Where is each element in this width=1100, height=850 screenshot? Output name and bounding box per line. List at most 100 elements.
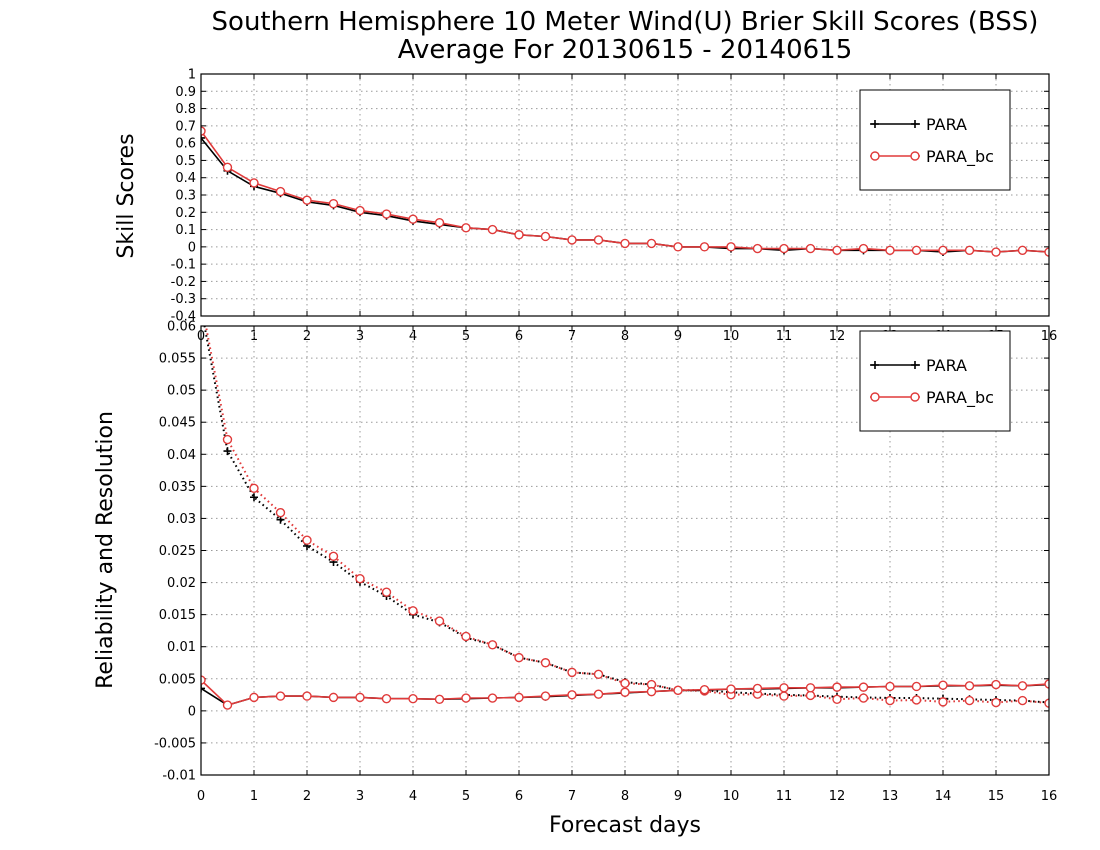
- x-axis-label: Forecast days: [549, 813, 701, 838]
- data-point-PARA_bc: [646, 238, 657, 249]
- y-tick-label: 0.04: [167, 448, 196, 463]
- data-point-PARA_bc: [805, 243, 816, 254]
- data-point-PARA_bc: [434, 616, 445, 626]
- data-point-PARA_bc: [514, 652, 524, 663]
- data-point-PARA_bc: [620, 687, 630, 697]
- data-point-PARA_bc: [991, 697, 1001, 708]
- data-point-PARA_bc: [487, 640, 498, 650]
- data-point-PARA_bc: [355, 692, 365, 703]
- plot-frame: [200, 73, 1050, 317]
- legend-label-PARA: PARA: [926, 115, 967, 134]
- data-point-PARA_bc: [620, 238, 630, 249]
- data-point-PARA_bc: [408, 693, 418, 704]
- data-point-PARA: [201, 133, 205, 142]
- data-point-PARA_bc: [275, 186, 286, 197]
- data-point-PARA_bc: [699, 242, 710, 252]
- y-tick-label: 0.3: [175, 189, 196, 204]
- y-axis-label-bottom: Reliability and Resolution: [93, 411, 118, 689]
- data-point-PARA_bc: [964, 695, 975, 706]
- y-tick-label: 0.035: [159, 480, 196, 495]
- legend-marker-PARA: [871, 120, 919, 128]
- y-tick-label: 0.045: [159, 416, 196, 431]
- x-tick-label: 1: [250, 789, 258, 804]
- legend: PARA PARA_bc: [859, 89, 1011, 191]
- data-point-PARA: [223, 447, 232, 456]
- legend-marker-PARA_bc: [870, 151, 880, 161]
- data-point-PARA_bc: [858, 243, 869, 254]
- data-point-PARA_bc: [673, 685, 683, 696]
- data-point-PARA_bc: [249, 692, 259, 703]
- x-tick-label: 7: [568, 789, 576, 804]
- data-point-PARA_bc: [805, 690, 816, 701]
- data-point-PARA_bc: [1044, 698, 1049, 708]
- data-point-PARA_bc: [911, 695, 922, 705]
- data-point-PARA_bc: [726, 242, 736, 252]
- data-point-PARA_bc: [911, 681, 922, 692]
- x-tick-label: 16: [1041, 789, 1058, 804]
- plot-area: [201, 126, 1049, 257]
- plot-frame: [200, 325, 1050, 776]
- data-point-PARA_bc: [540, 691, 551, 701]
- data-point-PARA_bc: [302, 691, 312, 701]
- data-point-PARA_bc: [779, 243, 789, 254]
- data-point-PARA: [250, 493, 258, 502]
- y-tick-label: 0.1: [175, 223, 196, 238]
- data-point-PARA_bc: [805, 683, 816, 693]
- y-tick-label: 0.01: [167, 640, 196, 655]
- data-point-PARA_bc: [620, 678, 630, 688]
- data-point-PARA_bc: [302, 535, 312, 545]
- data-point-PARA_bc: [699, 684, 710, 695]
- y-axis-label-top: Skill Scores: [114, 133, 139, 258]
- data-point-PARA_bc: [858, 693, 869, 703]
- y-tick-label: 0.4: [175, 171, 196, 186]
- data-point-PARA_bc: [514, 230, 524, 240]
- x-tick-label: 15: [988, 789, 1005, 804]
- data-point-PARA_bc: [593, 235, 604, 245]
- y-tick-label: 0: [188, 704, 196, 719]
- legend-marker-PARA: [871, 361, 919, 369]
- data-point-PARA_bc: [408, 606, 418, 616]
- data-point-PARA_bc: [328, 551, 339, 561]
- data-point-PARA_bc: [408, 214, 418, 224]
- data-point-PARA_bc: [938, 697, 948, 707]
- data-point-PARA_bc: [487, 693, 498, 703]
- panel-skill-scores: 012345678910111213141516-0.4-0.3-0.2-0.1…: [171, 68, 1058, 345]
- data-point-PARA_bc: [567, 235, 577, 245]
- legend-marker-PARA_bc: [910, 392, 920, 402]
- x-tick-label: 11: [776, 789, 793, 804]
- data-point-PARA_bc: [593, 669, 604, 679]
- data-point-PARA_bc: [885, 245, 895, 256]
- data-point-PARA_bc: [1044, 679, 1049, 689]
- data-point-PARA_bc: [355, 574, 365, 584]
- data-point-PARA_bc: [567, 690, 577, 700]
- y-tick-label: 0.7: [175, 119, 196, 134]
- y-tick-label: 0.5: [175, 154, 196, 169]
- data-point-PARA_bc: [328, 692, 339, 703]
- y-tick-label: 0.025: [159, 544, 196, 559]
- data-point-PARA_bc: [673, 242, 683, 252]
- data-point-PARA_bc: [646, 686, 657, 697]
- data-point-PARA_bc: [567, 667, 577, 678]
- x-tick-label: 5: [462, 789, 470, 804]
- x-tick-label: 14: [935, 789, 952, 804]
- data-point-PARA_bc: [964, 681, 975, 691]
- data-point-PARA_bc: [434, 694, 445, 705]
- data-point-PARA_bc: [514, 692, 524, 703]
- data-point-PARA_bc: [461, 223, 471, 233]
- y-tick-label: 0.8: [175, 102, 196, 117]
- data-point-PARA_bc: [540, 231, 551, 242]
- x-tick-label: 6: [515, 789, 523, 804]
- data-point-PARA_bc: [938, 245, 948, 256]
- y-tick-label: 0.06: [167, 320, 196, 335]
- data-point-PARA_bc: [726, 684, 736, 694]
- x-tick-label: 4: [409, 789, 417, 804]
- chart-title: Southern Hemisphere 10 Meter Wind(U) Bri…: [212, 7, 1039, 37]
- y-tick-label: 0.015: [159, 608, 196, 623]
- data-point-PARA_bc: [461, 631, 471, 642]
- y-tick-label: 0: [188, 240, 196, 255]
- data-point-PARA_bc: [964, 245, 975, 256]
- y-tick-label: -0.4: [171, 310, 196, 325]
- legend-label-PARA_bc: PARA_bc: [926, 388, 994, 408]
- legend-label-PARA: PARA: [926, 356, 967, 375]
